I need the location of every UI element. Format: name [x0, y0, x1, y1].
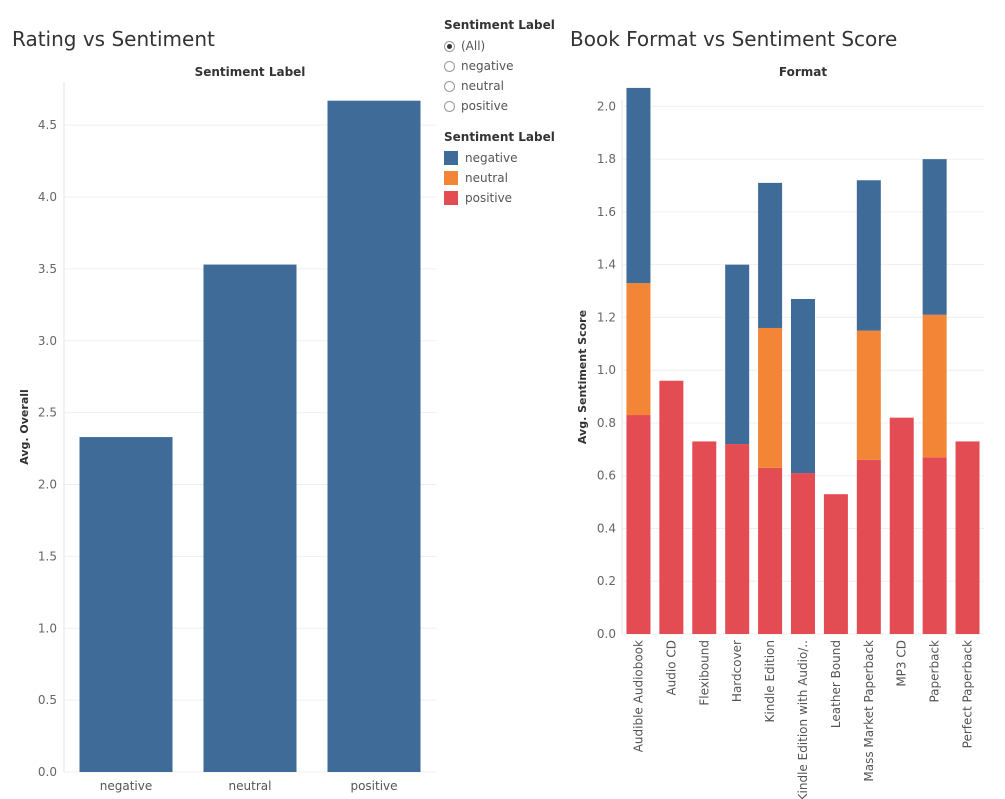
- right-chart-title: Book Format vs Sentiment Score: [570, 27, 898, 51]
- right-y-tick-label: 1.4: [597, 258, 616, 272]
- right-bar-segment-positive: [791, 473, 815, 634]
- left-y-tick-label: 4.5: [38, 118, 57, 132]
- legend-swatch-negative: [444, 151, 458, 165]
- right-y-tick-label: 0.6: [597, 469, 616, 483]
- left-y-tick-label: 0.5: [38, 693, 57, 707]
- right-bar-segment-positive: [725, 444, 750, 634]
- filter-option-label: positive: [461, 99, 509, 113]
- right-x-tick-label: Flexibound: [697, 640, 711, 706]
- right-y-tick-label: 0.0: [597, 627, 616, 641]
- right-bar-segment-neutral: [626, 283, 651, 416]
- right-bar-segment-negative: [626, 87, 651, 284]
- right-bar-segment-neutral: [856, 330, 881, 460]
- right-y-tick-label: 1.8: [597, 152, 616, 166]
- right-y-tick-label: 1.6: [597, 205, 616, 219]
- left-y-tick-label: 1.5: [38, 549, 57, 563]
- right-y-tick-label: 0.4: [597, 521, 616, 535]
- filter-option-negative[interactable]: negative: [444, 56, 584, 76]
- legend-label: negative: [465, 151, 518, 165]
- filter-title: Sentiment Label: [444, 18, 555, 32]
- legend-item-positive[interactable]: positive: [444, 188, 584, 208]
- right-x-tick-label: Kindle Edition: [763, 640, 777, 722]
- right-y-tick-label: 1.0: [597, 363, 616, 377]
- radio-icon[interactable]: [444, 80, 455, 92]
- left-y-axis-label: Avg. Overall: [18, 389, 31, 465]
- radio-selected-icon[interactable]: [444, 40, 455, 52]
- right-bar-segment-negative: [758, 182, 783, 328]
- filter-option-neutral[interactable]: neutral: [444, 76, 584, 96]
- legend-item-negative[interactable]: negative: [444, 148, 584, 168]
- left-bar-negative: [79, 437, 173, 772]
- right-bar-segment-positive: [823, 494, 848, 634]
- right-x-tick-label: Audible Audiobook: [631, 640, 645, 752]
- right-x-tick-label: Hardcover: [730, 640, 744, 702]
- right-bar-segment-positive: [692, 441, 717, 634]
- right-bar-segment-positive: [955, 441, 980, 634]
- right-y-tick-label: 2.0: [597, 99, 616, 113]
- right-bar-segment-positive: [856, 459, 881, 634]
- left-y-tick-label: 4.0: [38, 190, 57, 204]
- legend-item-neutral[interactable]: neutral: [444, 168, 584, 188]
- right-y-tick-label: 0.2: [597, 574, 616, 588]
- filter-option-label: neutral: [461, 79, 504, 93]
- left-y-tick-label: 3.0: [38, 334, 57, 348]
- filter-option-label: (All): [461, 39, 486, 53]
- left-y-tick-label: 0.0: [38, 765, 57, 779]
- right-chart-header: Format: [779, 65, 827, 79]
- legend-title: Sentiment Label: [444, 130, 555, 144]
- right-x-tick-label: Mass Market Paperback: [862, 640, 876, 782]
- radio-icon[interactable]: [444, 100, 455, 112]
- right-bar-segment-positive: [922, 457, 947, 634]
- filter-option-all[interactable]: (All): [444, 36, 584, 56]
- right-y-axis-label: Avg. Sentiment Score: [576, 310, 589, 444]
- right-y-tick-label: 1.2: [597, 310, 616, 324]
- right-bar-segment-neutral: [758, 327, 783, 468]
- filter-option-label: negative: [461, 59, 514, 73]
- right-x-tick-label: Leather Bound: [829, 640, 843, 728]
- legend-label: positive: [465, 191, 513, 205]
- left-y-tick-label: 2.0: [38, 478, 57, 492]
- legend-swatch-positive: [444, 191, 458, 205]
- right-x-tick-label: Audio CD: [664, 640, 678, 696]
- left-chart-title: Rating vs Sentiment: [12, 27, 215, 51]
- right-bar-segment-positive: [626, 415, 651, 634]
- left-x-tick-label: negative: [100, 779, 152, 793]
- filter-option-positive[interactable]: positive: [444, 96, 584, 116]
- rating-vs-sentiment-chart: Sentiment Label 0.0 0.5 1.0 1.5 2.0 2.5 3.0 3.5 4…: [18, 65, 436, 793]
- right-x-tick-label: MP3 CD: [895, 640, 909, 687]
- legend-label: neutral: [465, 171, 508, 185]
- right-bar-segment-negative: [922, 159, 947, 315]
- color-legend: Sentiment Label negative neutral positiv…: [444, 130, 584, 208]
- right-x-tick-label: Kindle Edition with Audio/..: [796, 640, 810, 799]
- left-y-tick-label: 1.0: [38, 621, 57, 635]
- left-x-tick-label: neutral: [229, 779, 272, 793]
- right-bar-segment-positive: [889, 417, 914, 634]
- right-bar-segment-negative: [856, 180, 881, 331]
- right-bar-segment-positive: [659, 380, 684, 634]
- left-y-tick-label: 2.5: [38, 406, 57, 420]
- right-bar-segment-negative: [791, 298, 815, 474]
- sentiment-filter: Sentiment Label (All) negative neutral p…: [444, 18, 584, 116]
- left-bar-positive: [327, 100, 421, 772]
- right-bar-segment-negative: [725, 264, 750, 445]
- left-x-tick-label: positive: [350, 779, 397, 793]
- legend-swatch-neutral: [444, 171, 458, 185]
- left-y-tick-label: 3.5: [38, 262, 57, 276]
- right-x-tick-label: Paperback: [928, 640, 942, 703]
- right-bar-segment-positive: [758, 467, 783, 634]
- left-chart-header: Sentiment Label: [195, 65, 306, 79]
- right-y-tick-label: 0.8: [597, 416, 616, 430]
- right-bar-segment-neutral: [922, 314, 947, 458]
- left-bar-neutral: [203, 264, 297, 772]
- right-x-tick-label: Perfect Paperback: [961, 640, 975, 748]
- radio-icon[interactable]: [444, 60, 455, 72]
